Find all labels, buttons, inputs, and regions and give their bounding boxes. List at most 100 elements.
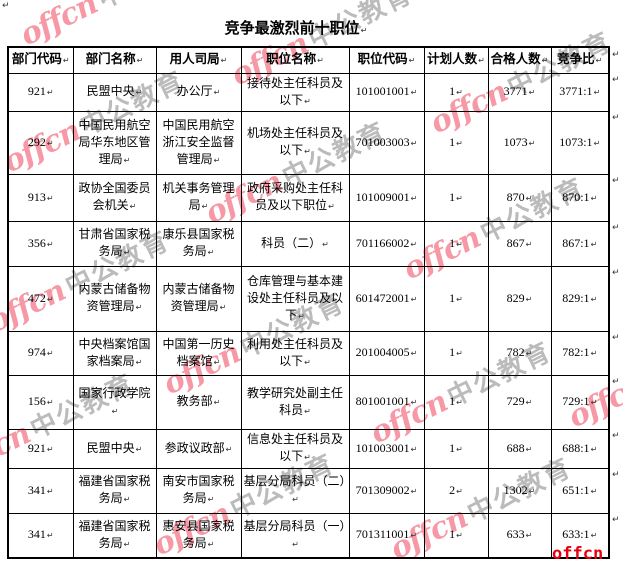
word-paragraph-mark: ↵ — [292, 539, 299, 549]
word-paragraph-mark: ↵ — [135, 88, 143, 97]
word-paragraph-mark: ↵ — [123, 495, 131, 504]
word-paragraph-mark: ↵ — [135, 444, 143, 454]
cell-value: 921 — [27, 84, 46, 98]
cell-dept-name: 中国民用航空局华东地区管理局↵ — [72, 110, 157, 175]
word-paragraph-mark: ↵ — [612, 470, 620, 480]
header-row: 部门代码↵ 部门名称↵ 用人司局↵ 职位名称↵ 职位代码↵ 计划人数↵ 合格人数↵ 竞争比↵ — [7, 46, 610, 74]
cell-value: 1302 — [503, 482, 528, 497]
word-paragraph-mark: ↵ — [528, 138, 536, 148]
cell-bureau: 中国第一历史档案馆↵ — [155, 330, 242, 376]
cell-value: 701311001 — [355, 527, 410, 542]
word-paragraph-mark: ↵ — [456, 138, 463, 148]
word-paragraph-mark: ↵ — [410, 193, 418, 203]
word-paragraph-mark: ↵ — [456, 239, 463, 249]
word-paragraph-mark: ↵ — [612, 75, 620, 85]
cell-value: 867 — [506, 235, 525, 250]
cell-value: 201004005 — [355, 345, 410, 359]
word-paragraph-mark: ↵ — [62, 56, 70, 66]
cell-qualified-count: 782↵ — [487, 330, 552, 376]
cell-value: 633 — [506, 527, 525, 542]
word-paragraph-mark: ↵ — [304, 406, 311, 416]
cell-dept-name: 福建省国家税务局↵ — [72, 512, 157, 559]
table-row: 341↵ 福建省国家税务局↵ 南安市国家税务局↵ 基层分局科员（二）↵ 70130900… — [7, 467, 610, 514]
cell-dept-code: 974↵ — [7, 330, 74, 376]
word-paragraph-mark: ↵ — [525, 531, 533, 541]
cell-value: 921 — [27, 440, 46, 455]
cell-value: 101001001 — [355, 84, 410, 98]
cell-qualified-count: 1073↵ — [487, 110, 552, 175]
cell-value: 甘肃省国家税务局 — [78, 227, 151, 258]
cell-value: 中国第一历史档案馆 — [162, 336, 235, 368]
word-paragraph-mark: ↵ — [525, 349, 533, 358]
header-competition-ratio: 竞争比↵ — [550, 46, 610, 74]
header-label: 部门名称 — [85, 52, 136, 67]
word-paragraph-mark: ↵ — [612, 268, 620, 278]
cell-position-code: 701003003↵ — [348, 110, 425, 175]
cell-position-code: 701311001↵ — [348, 512, 425, 559]
word-paragraph-mark: ↵ — [304, 96, 311, 106]
cell-value: 1 — [449, 290, 456, 305]
word-paragraph-mark: ↵ — [590, 398, 598, 407]
word-paragraph-mark: ↵ — [207, 495, 215, 504]
word-paragraph-mark: ↵ — [410, 138, 418, 148]
word-paragraph-mark: ↵ — [528, 486, 536, 496]
cell-qualified-count: 1302↵ — [487, 467, 552, 514]
word-paragraph-mark: ↵ — [456, 398, 463, 407]
cell-competition-ratio: 688:1↵ — [550, 428, 610, 469]
word-paragraph-mark: ↵ — [46, 531, 54, 541]
word-paragraph-mark: ↵ — [456, 486, 463, 496]
word-paragraph-mark: ↵ — [111, 406, 119, 416]
cell-competition-ratio: 1073:1↵ — [550, 110, 610, 175]
cell-position-name: 科员（二）↵ — [240, 220, 350, 267]
table-row: 921↵ 民盟中央↵ 参政议政部↵ 信息处主任科员及以下↵ 101003001↵ 1↵ 68… — [7, 428, 610, 469]
cell-position-code: 701166002↵ — [348, 220, 425, 267]
word-paragraph-mark: ↵ — [612, 515, 620, 525]
cell-value: 中国民用航空浙江安全监督管理局 — [162, 117, 235, 166]
cell-value: 惠安县国家税务局 — [162, 518, 235, 550]
cell-value: 1073 — [503, 134, 528, 149]
cell-value: 内蒙古储备物资管理局 — [78, 282, 151, 313]
word-paragraph-mark: ↵ — [322, 239, 329, 249]
word-paragraph-mark: ↵ — [304, 453, 311, 462]
word-paragraph-mark: ↵ — [408, 56, 416, 66]
cell-value: 利用处主任科员及以下 — [246, 336, 343, 368]
cell-value: 801001001 — [355, 394, 410, 408]
word-paragraph-mark: ↵ — [213, 88, 221, 97]
cell-value: 701309002 — [355, 482, 410, 497]
word-paragraph-mark: ↵ — [46, 349, 54, 358]
header-label: 竞争比 — [557, 52, 595, 67]
cell-planned-count: 1↵ — [423, 110, 489, 175]
cell-bureau: 惠安县国家税务局↵ — [155, 512, 242, 559]
cell-planned-count: 2↵ — [423, 467, 489, 514]
cell-value: 913 — [27, 189, 46, 204]
cell-qualified-count: 3771↵ — [487, 72, 552, 112]
cell-dept-code: 341↵ — [7, 467, 74, 514]
cell-value: 701003003 — [355, 134, 410, 149]
cell-dept-name: 政协全国委员会机关↵ — [72, 173, 157, 222]
header-bureau: 用人司局↵ — [155, 46, 242, 74]
cell-bureau: 康乐县国家税务局↵ — [155, 220, 242, 267]
cell-value: 601472001 — [355, 290, 410, 305]
word-paragraph-mark: ↵ — [590, 193, 598, 203]
cell-planned-count: 1↵ — [423, 173, 489, 222]
word-paragraph-mark: ↵ — [541, 56, 549, 66]
word-paragraph-mark: ↵ — [360, 26, 368, 35]
cell-competition-ratio: 633:1↵ — [550, 512, 610, 559]
cell-competition-ratio: 782:1↵ — [550, 330, 610, 376]
word-paragraph-mark: ↵ — [135, 303, 143, 312]
cell-value: 政协全国委员会机关 — [78, 181, 151, 212]
word-paragraph-mark: ↵ — [46, 239, 54, 249]
cell-bureau: 教务部↵ — [155, 374, 242, 430]
word-paragraph-mark: ↵ — [304, 357, 311, 367]
cell-value: 南安市国家税务局 — [162, 474, 235, 505]
table-row: 341↵ 福建省国家税务局↵ 惠安县国家税务局↵ 基层分局科员（一）↵ 70131100… — [7, 512, 610, 559]
cell-value: 机场处主任科员及以下 — [246, 126, 343, 157]
word-paragraph-mark: ↵ — [317, 56, 324, 66]
cell-value: 中国民用航空局华东地区管理局 — [78, 117, 151, 166]
cell-value: 1 — [449, 394, 456, 408]
cell-value: 参政议政部 — [164, 440, 225, 455]
cell-value: 156 — [27, 394, 46, 408]
word-paragraph-mark: ↵ — [590, 486, 598, 496]
cell-position-code: 101009001↵ — [348, 173, 425, 222]
